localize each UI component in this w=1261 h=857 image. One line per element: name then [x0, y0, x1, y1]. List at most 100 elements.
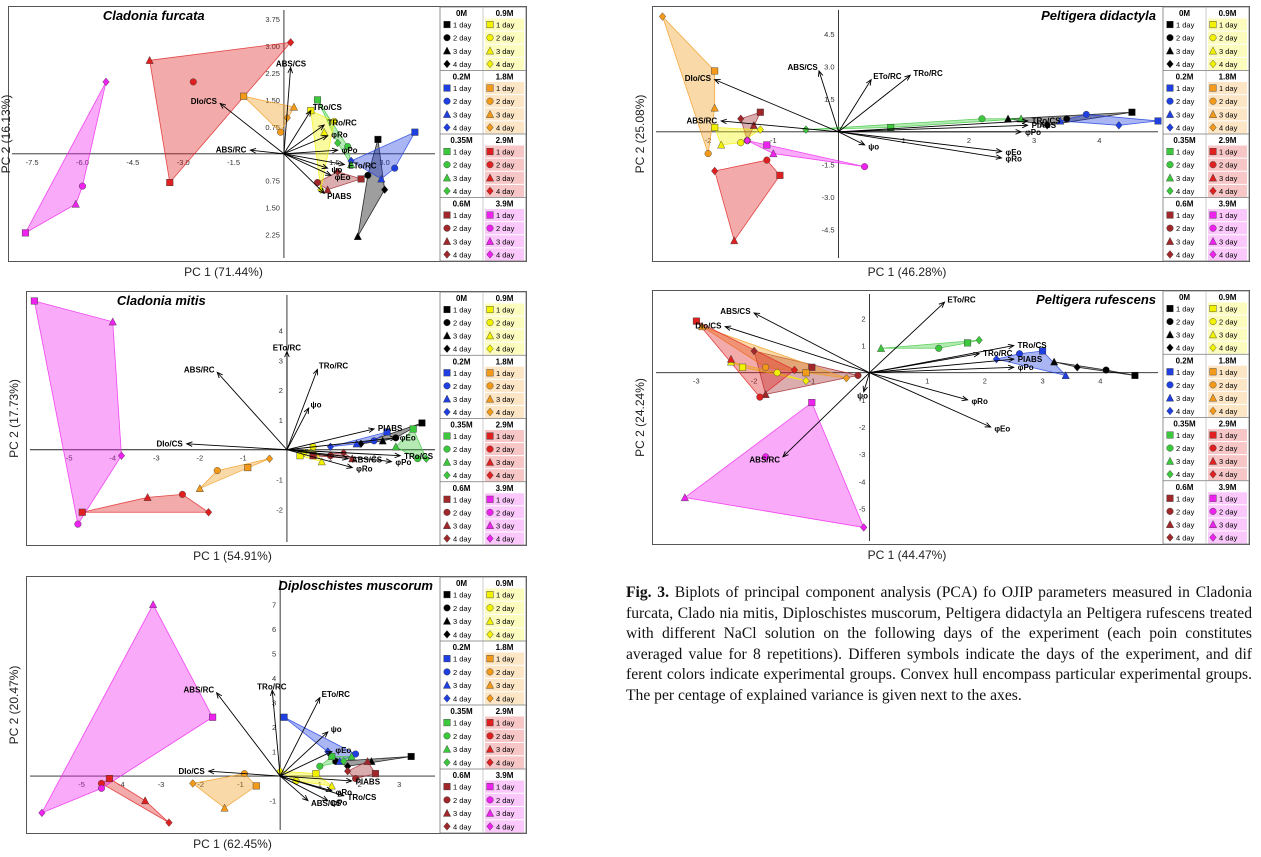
- legend-label: 1 day: [453, 306, 472, 315]
- legend-row-bg: [485, 716, 524, 729]
- legend-label: 1 day: [1176, 84, 1195, 93]
- legend-label: 3 day: [496, 458, 515, 467]
- legend-header: 0.6M: [453, 771, 471, 780]
- legend-label: 1 day: [1176, 494, 1195, 503]
- data-point: [1128, 108, 1136, 116]
- vector-arrowhead: [305, 109, 312, 117]
- legend-marker: [1208, 46, 1218, 55]
- data-point: [348, 454, 357, 463]
- legend-header: 0.6M: [453, 200, 471, 209]
- data-point: [414, 455, 422, 463]
- vector-label: ABS/CS: [311, 799, 342, 808]
- vector-label: TRo/RC: [983, 349, 1013, 358]
- legend-row-bg: [1208, 95, 1247, 108]
- legend-marker: [1166, 533, 1174, 542]
- x-tick-label: -3: [153, 454, 160, 463]
- legend-header: 0M: [456, 579, 467, 588]
- vector-label: TRo/RC: [913, 69, 943, 78]
- legend-marker: [443, 694, 451, 703]
- vector-arrowhead: [312, 368, 319, 376]
- legend-header: 0M: [456, 9, 467, 18]
- x-tick-label: 1: [902, 136, 906, 145]
- legend-row-bg: [485, 652, 524, 665]
- legend-label: 3 day: [453, 237, 472, 246]
- vector-label: φEo: [335, 173, 351, 182]
- legend-marker: [443, 822, 451, 831]
- legend-label: 4 day: [453, 822, 472, 831]
- vector-arrowhead: [318, 124, 326, 131]
- legend-row-bg: [1208, 57, 1247, 70]
- x-tick-label: -7.5: [26, 158, 39, 167]
- legend-marker: [443, 84, 451, 92]
- legend-row-bg: [485, 303, 524, 316]
- data-point: [411, 128, 419, 136]
- data-point: [739, 363, 747, 371]
- data-point: [711, 67, 719, 75]
- y-tick-label: -1: [859, 396, 866, 405]
- vector-label: φPo: [331, 798, 347, 807]
- legend-row-bg: [485, 743, 524, 756]
- vector-label: DIo/CS: [178, 767, 205, 776]
- data-point: [802, 376, 810, 386]
- legend-marker: [1209, 186, 1217, 196]
- loading-vector: [838, 79, 872, 133]
- y-tick-label: -4: [859, 477, 866, 486]
- legend-label: 1 day: [453, 655, 472, 664]
- legend-label: 3 day: [1176, 394, 1195, 403]
- legend-marker: [443, 407, 451, 417]
- data-point: [1050, 357, 1059, 366]
- legend-label: 1 day: [496, 21, 515, 30]
- x-tick-label: -4: [118, 780, 125, 789]
- legend-label: 1 day: [496, 306, 515, 315]
- data-point: [730, 236, 739, 245]
- data-point: [1115, 121, 1123, 130]
- legend-marker: [443, 123, 451, 132]
- data-point: [773, 369, 781, 377]
- legend-marker: [443, 495, 451, 503]
- vector-label: TRo/CS: [1032, 117, 1062, 126]
- legend-marker: [1209, 123, 1217, 132]
- legend-row-bg: [485, 222, 524, 235]
- legend-marker: [443, 604, 451, 612]
- legend-marker: [1165, 393, 1175, 402]
- legend-row-bg: [485, 793, 524, 806]
- x-axis-label: PC 1 (54.91%): [193, 549, 272, 563]
- data-point: [1043, 121, 1051, 130]
- biplot-svg: -5-4-3-2-11234321-1-2ETo/RCTRo/RCABS/RCψ…: [7, 291, 527, 563]
- data-point: [117, 451, 126, 460]
- legend-label: 4 day: [1176, 123, 1195, 132]
- vector-label: ψo: [868, 143, 879, 152]
- data-point: [344, 143, 352, 151]
- legend-marker: [486, 34, 494, 42]
- legend-label: 3 day: [496, 47, 515, 56]
- x-tick-label: 3: [1041, 377, 1045, 386]
- legend-label: 2 day: [496, 604, 515, 613]
- vector-label: PIABS: [327, 192, 352, 201]
- data-point: [935, 344, 943, 352]
- data-point: [209, 713, 217, 721]
- legend-marker: [1209, 431, 1217, 439]
- legend-header: 3.9M: [496, 200, 514, 209]
- legend-marker: [486, 84, 494, 92]
- legend-label: 1 day: [453, 495, 472, 504]
- legend-header: 0.9M: [496, 294, 514, 303]
- legend-marker: [1209, 368, 1217, 376]
- vector-arrowhead: [185, 441, 193, 447]
- legend-label: 1 day: [453, 432, 472, 441]
- data-point: [141, 796, 150, 805]
- data-point: [763, 141, 771, 149]
- legend-label: 2 day: [496, 161, 515, 170]
- y-tick-label: 5: [272, 650, 276, 659]
- legend-label: 3 day: [1219, 394, 1238, 403]
- loading-vector: [280, 775, 344, 797]
- data-point: [743, 136, 751, 145]
- legend-label: 4 day: [453, 345, 472, 354]
- legend-label: 3 day: [1176, 174, 1195, 183]
- legend-row-bg: [485, 519, 524, 532]
- panel-peltigera-didactyla: -2 -1 1 2 3 4 4.5 3.0 1.5 -1.5 -3.0 -4.5 DIo/CS ABS/C…: [626, 0, 1261, 285]
- biplot-svg: -3 -2 -1 1 2 3 4 2 1 -1 -2 -3 -4 -5 ETo/RC ABS/CS DIo/CS…: [633, 290, 1250, 562]
- vector-arrowhead: [215, 691, 223, 699]
- loading-vector: [286, 437, 396, 451]
- data-point: [877, 343, 886, 352]
- vector-arrowhead: [995, 148, 1003, 154]
